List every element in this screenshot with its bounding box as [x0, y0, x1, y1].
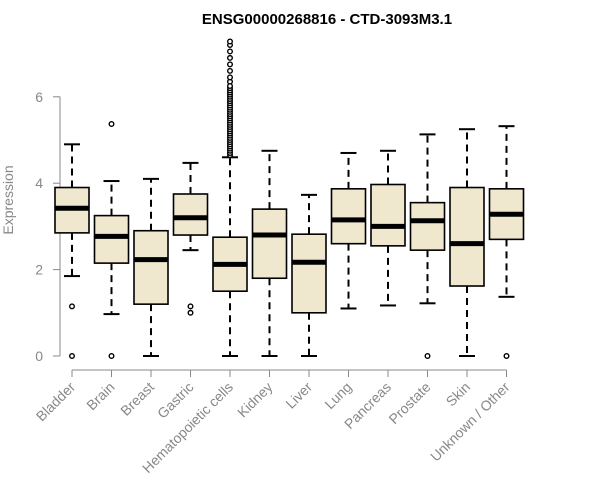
x-tick-label: Brain: [83, 379, 117, 413]
y-axis-label: Expression: [0, 165, 16, 234]
y-tick-label: 2: [35, 262, 43, 278]
outlier-point: [226, 38, 233, 45]
x-tick-label: Lung: [321, 379, 354, 412]
outlier-point: [424, 353, 431, 360]
outlier-point: [108, 121, 115, 128]
boxes-group: [54, 38, 525, 360]
box-body: [449, 186, 485, 287]
outlier-point: [226, 67, 233, 74]
y-tick-label: 4: [35, 175, 43, 191]
x-tick-label: Breast: [117, 379, 157, 419]
y-tick-label: 0: [35, 348, 43, 364]
box-gastric: [172, 161, 209, 316]
outlier-point: [187, 303, 194, 310]
y-tick-label: 6: [35, 89, 43, 105]
box-unknown-other: [488, 125, 525, 360]
box-bladder: [54, 143, 90, 360]
outlier-point: [503, 353, 510, 360]
box-kidney: [251, 149, 288, 357]
outlier-point: [226, 48, 233, 55]
outlier-point: [226, 61, 233, 68]
x-tick-label: Prostate: [385, 379, 433, 427]
x-tick-label: Kidney: [234, 379, 276, 421]
x-tick-label: Skin: [443, 379, 474, 410]
chart-title: ENSG00000268816 - CTD-3093M3.1: [202, 11, 452, 28]
box-liver: [291, 193, 327, 357]
box-body: [251, 208, 288, 280]
box-body: [93, 214, 130, 264]
x-tick-label: Bladder: [33, 379, 79, 425]
x-tick-label: Liver: [282, 379, 315, 412]
outlier-point: [226, 54, 233, 61]
box-lung: [330, 151, 367, 310]
box-body: [172, 193, 209, 236]
box-body: [133, 229, 169, 305]
outlier-point: [68, 353, 75, 360]
outlier-point: [226, 74, 233, 81]
outlier-point: [187, 309, 194, 316]
box-pancreas: [370, 149, 406, 307]
outlier-point: [68, 303, 75, 310]
box-body: [291, 233, 327, 314]
box-breast: [133, 177, 169, 357]
box-body: [370, 183, 406, 247]
box-body: [330, 188, 367, 245]
outlier-point: [108, 353, 115, 360]
box-prostate: [409, 133, 446, 360]
box-skin: [449, 128, 485, 357]
box-hematopoietic-cells: [212, 38, 248, 357]
box-brain: [93, 121, 130, 360]
box-body: [409, 201, 446, 251]
